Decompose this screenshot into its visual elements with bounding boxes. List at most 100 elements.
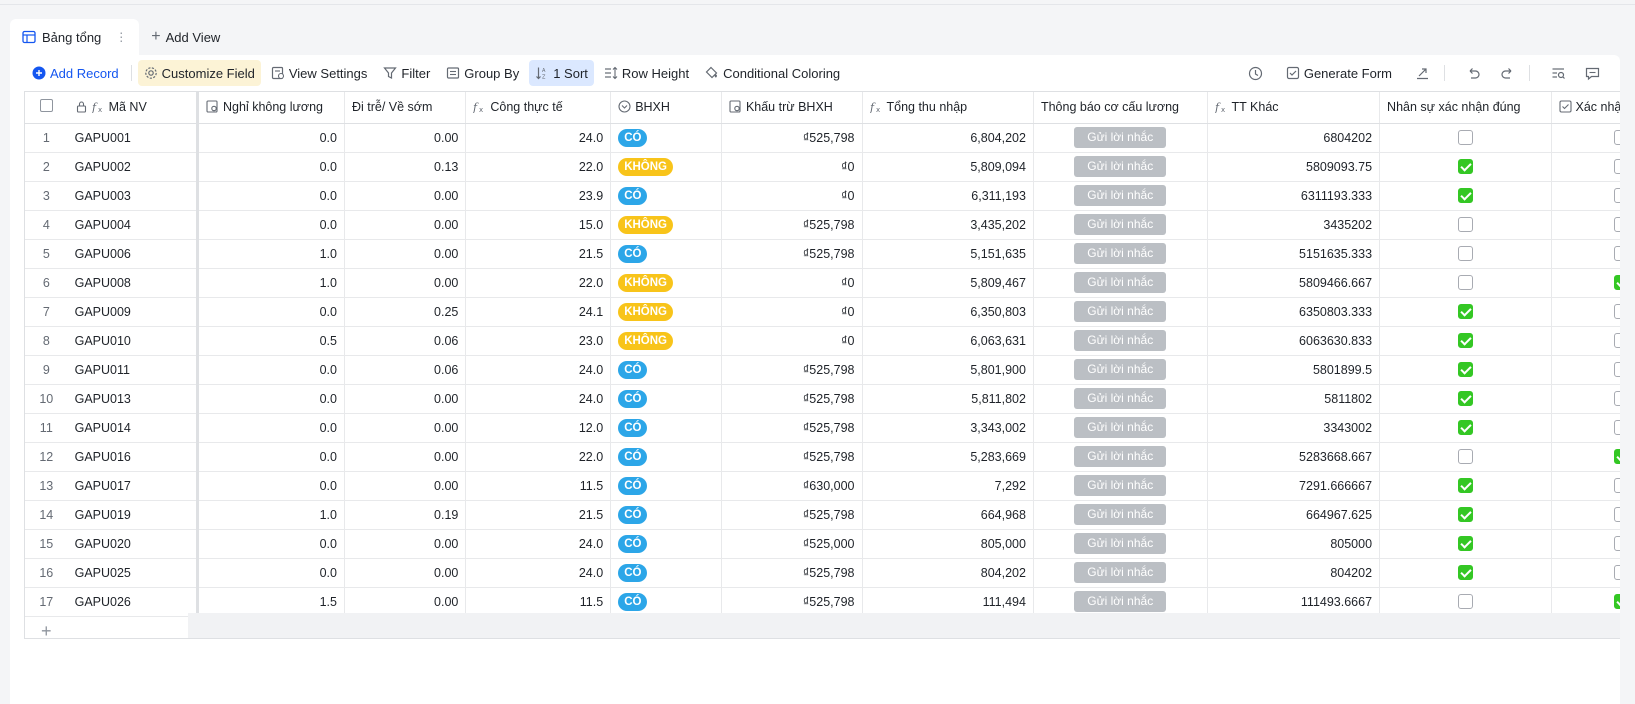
cell-bhxh[interactable]: CÓ: [610, 181, 722, 211]
reject-checkbox[interactable]: [1613, 362, 1620, 378]
cell-di-tre[interactable]: 0.00: [344, 587, 467, 617]
confirm-checkbox[interactable]: [1457, 275, 1473, 291]
reject-checkbox[interactable]: [1613, 507, 1620, 523]
cell-di-tre[interactable]: 0.25: [344, 297, 467, 327]
reject-checkbox[interactable]: [1613, 391, 1620, 407]
cell-khau-tru-bhxh[interactable]: ₫0: [721, 297, 863, 327]
send-reminder-button[interactable]: Gửi lời nhắc: [1074, 359, 1167, 380]
row-index[interactable]: 7: [25, 297, 68, 327]
cell-ma-nv[interactable]: GAPU025: [67, 558, 200, 588]
cell-nghi-khong-luong[interactable]: 1.0: [197, 239, 345, 269]
cell-nghi-khong-luong[interactable]: 0.0: [197, 471, 345, 501]
cell-cong-thuc-te[interactable]: 23.9: [465, 181, 612, 211]
cell-tt-khac[interactable]: 6063630.833: [1207, 326, 1381, 356]
cell-tong-thu-nhap[interactable]: 3,343,002: [862, 413, 1034, 443]
send-reminder-button[interactable]: Gửi lời nhắc: [1074, 446, 1167, 467]
cell-ma-nv[interactable]: GAPU002: [67, 152, 200, 182]
conditional-coloring-button[interactable]: Conditional Coloring: [699, 60, 846, 86]
cell-nghi-khong-luong[interactable]: 0.0: [197, 210, 345, 240]
cell-tong-thu-nhap[interactable]: 5,151,635: [862, 239, 1034, 269]
col-header-thong-bao[interactable]: Thông báo cơ cấu lương: [1033, 92, 1208, 124]
cell-di-tre[interactable]: 0.00: [344, 210, 467, 240]
cell-khau-tru-bhxh[interactable]: ₫630,000: [721, 471, 863, 501]
confirm-checkbox[interactable]: [1457, 565, 1473, 581]
send-reminder-button[interactable]: Gửi lời nhắc: [1074, 533, 1167, 554]
confirm-checkbox[interactable]: [1457, 391, 1473, 407]
cell-cong-thuc-te[interactable]: 24.0: [465, 529, 612, 559]
cell-nghi-khong-luong[interactable]: 0.0: [197, 442, 345, 472]
send-reminder-button[interactable]: Gửi lời nhắc: [1074, 475, 1167, 496]
cell-nghi-khong-luong[interactable]: 0.0: [197, 529, 345, 559]
cell-bhxh[interactable]: CÓ: [610, 558, 722, 588]
table-row[interactable]: 6 GAPU008 1.0 0.00 22.0 KHÔNG ₫0 5,809,467 Gửi l…: [25, 268, 1620, 298]
cell-ma-nv[interactable]: GAPU017: [67, 471, 200, 501]
table-row[interactable]: 12 GAPU016 0.0 0.00 22.0 CÓ ₫525,798 5,283,669 G…: [25, 442, 1620, 472]
cell-nghi-khong-luong[interactable]: 0.0: [197, 181, 345, 211]
reject-checkbox[interactable]: [1613, 333, 1620, 349]
confirm-checkbox[interactable]: [1457, 420, 1473, 436]
cell-ma-nv[interactable]: GAPU009: [67, 297, 200, 327]
row-index[interactable]: 10: [25, 384, 68, 414]
cell-khau-tru-bhxh[interactable]: ₫525,000: [721, 529, 863, 559]
cell-tong-thu-nhap[interactable]: 3,435,202: [862, 210, 1034, 240]
cell-tong-thu-nhap[interactable]: 5,809,467: [862, 268, 1034, 298]
row-index[interactable]: 16: [25, 558, 68, 588]
cell-bhxh[interactable]: CÓ: [610, 471, 722, 501]
cell-ma-nv[interactable]: GAPU019: [67, 500, 200, 530]
row-index[interactable]: 9: [25, 355, 68, 385]
cell-tt-khac[interactable]: 5283668.667: [1207, 442, 1381, 472]
cell-ma-nv[interactable]: GAPU020: [67, 529, 200, 559]
table-row[interactable]: 2 GAPU002 0.0 0.13 22.0 KHÔNG ₫0 5,809,094 Gửi l…: [25, 152, 1620, 182]
cell-cong-thuc-te[interactable]: 24.0: [465, 384, 612, 414]
cell-tong-thu-nhap[interactable]: 805,000: [862, 529, 1034, 559]
row-index[interactable]: 12: [25, 442, 68, 472]
col-header-nghi-khong-luong[interactable]: Nghỉ không lương: [197, 92, 345, 124]
comment-button[interactable]: [1578, 60, 1606, 86]
cell-cong-thuc-te[interactable]: 11.5: [465, 587, 612, 617]
send-reminder-button[interactable]: Gửi lời nhắc: [1074, 243, 1167, 264]
col-header-di-tre[interactable]: Đi trễ/ Về sớm: [344, 92, 467, 124]
table-row[interactable]: 17 GAPU026 1.5 0.00 11.5 CÓ ₫525,798 111,494 Gửi…: [25, 587, 1620, 617]
cell-bhxh[interactable]: CÓ: [610, 384, 722, 414]
confirm-checkbox[interactable]: [1457, 159, 1473, 175]
cell-tong-thu-nhap[interactable]: 6,311,193: [862, 181, 1034, 211]
row-index[interactable]: 2: [25, 152, 68, 182]
table-row[interactable]: 14 GAPU019 1.0 0.19 21.5 CÓ ₫525,798 664,968 Gửi…: [25, 500, 1620, 530]
cell-khau-tru-bhxh[interactable]: ₫525,798: [721, 355, 863, 385]
cell-bhxh[interactable]: CÓ: [610, 529, 722, 559]
cell-tt-khac[interactable]: 3343002: [1207, 413, 1381, 443]
row-index[interactable]: 3: [25, 181, 68, 211]
cell-cong-thuc-te[interactable]: 22.0: [465, 442, 612, 472]
cell-di-tre[interactable]: 0.00: [344, 239, 467, 269]
cell-di-tre[interactable]: 0.00: [344, 471, 467, 501]
table-row[interactable]: 13 GAPU017 0.0 0.00 11.5 CÓ ₫630,000 7,292 Gửi l…: [25, 471, 1620, 501]
cell-tt-khac[interactable]: 5809466.667: [1207, 268, 1381, 298]
customize-field-button[interactable]: Customize Field: [137, 60, 261, 86]
confirm-checkbox[interactable]: [1457, 507, 1473, 523]
col-header-nhan-su-xac-nhan[interactable]: Nhân sự xác nhận đúng: [1379, 92, 1552, 124]
table-row[interactable]: 11 GAPU014 0.0 0.00 12.0 CÓ ₫525,798 3,343,002 G…: [25, 413, 1620, 443]
cell-khau-tru-bhxh[interactable]: ₫0: [721, 326, 863, 356]
view-settings-button[interactable]: View Settings: [265, 60, 374, 86]
reject-checkbox[interactable]: [1613, 565, 1620, 581]
select-all-cell[interactable]: [25, 92, 68, 124]
add-record-button[interactable]: Add Record: [26, 60, 125, 86]
cell-khau-tru-bhxh[interactable]: ₫525,798: [721, 413, 863, 443]
cell-bhxh[interactable]: CÓ: [610, 587, 722, 617]
cell-khau-tru-bhxh[interactable]: ₫525,798: [721, 123, 863, 153]
send-reminder-button[interactable]: Gửi lời nhắc: [1074, 272, 1167, 293]
cell-khau-tru-bhxh[interactable]: ₫525,798: [721, 558, 863, 588]
cell-khau-tru-bhxh[interactable]: ₫525,798: [721, 239, 863, 269]
table-row[interactable]: 9 GAPU011 0.0 0.06 24.0 CÓ ₫525,798 5,801,900 Gử…: [25, 355, 1620, 385]
cell-cong-thuc-te[interactable]: 22.0: [465, 152, 612, 182]
cell-tt-khac[interactable]: 3435202: [1207, 210, 1381, 240]
row-index[interactable]: 13: [25, 471, 68, 501]
confirm-checkbox[interactable]: [1457, 304, 1473, 320]
cell-bhxh[interactable]: KHÔNG: [610, 152, 722, 182]
redo-button[interactable]: [1493, 60, 1521, 86]
table-row[interactable]: 16 GAPU025 0.0 0.00 24.0 CÓ ₫525,798 804,202 Gửi…: [25, 558, 1620, 588]
cell-di-tre[interactable]: 0.13: [344, 152, 467, 182]
send-reminder-button[interactable]: Gửi lời nhắc: [1074, 388, 1167, 409]
confirm-checkbox[interactable]: [1457, 217, 1473, 233]
